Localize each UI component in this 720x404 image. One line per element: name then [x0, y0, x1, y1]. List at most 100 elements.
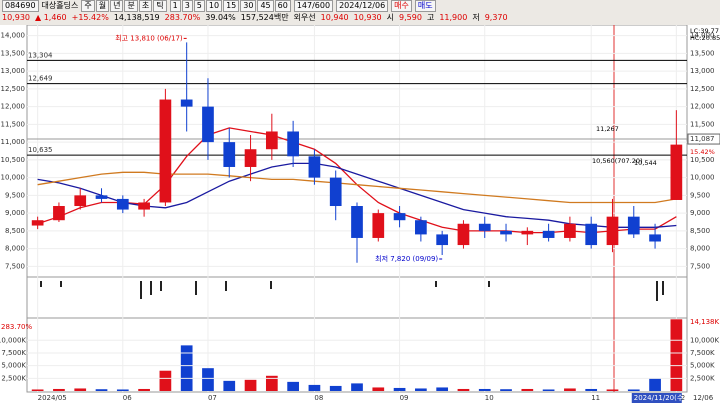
last-level-box	[687, 133, 720, 145]
sell-button[interactable]: 매도	[414, 0, 436, 12]
end-date: 12/06	[693, 394, 714, 402]
side-label: LC:39.77	[690, 27, 719, 35]
y-tick-label-right: 10,000	[690, 174, 715, 182]
level-label: 10,635	[28, 146, 53, 154]
y-tick-label-right: 13,500	[690, 49, 715, 57]
moving-average	[37, 171, 677, 204]
y-tick-label: 11,000	[1, 138, 26, 146]
toolbar-button[interactable]: 틱	[153, 0, 167, 12]
x-tick-label: 07	[208, 394, 217, 402]
y-tick-label: 12,500	[1, 85, 26, 93]
candle-body	[351, 206, 363, 238]
candle-body	[74, 195, 87, 207]
volume-bar	[31, 389, 44, 391]
level-label: 12,649	[28, 75, 53, 83]
y-tick-label-right: 9,500	[690, 191, 710, 199]
y-tick-label: 8,500	[5, 227, 25, 235]
low-label: 저	[472, 13, 480, 22]
volume-bar	[436, 387, 449, 391]
volume-bar	[478, 388, 491, 391]
y-tick-label: 10,500	[1, 156, 26, 164]
volume-tick-label: 5,000K	[1, 362, 26, 370]
volume-bar	[415, 388, 427, 391]
candle-body	[308, 156, 321, 178]
y-tick-label: 13,000	[1, 67, 26, 75]
toolbar-button[interactable]: 45	[257, 0, 274, 12]
annotation: 최저 7,820 (09/09)	[375, 254, 438, 263]
high: 11,900	[439, 13, 468, 22]
x-tick-label: 09	[400, 394, 409, 402]
volume-bar	[53, 388, 65, 391]
volume-bar	[521, 388, 534, 391]
change: ▲ 1,460	[35, 13, 67, 22]
y-tick-label: 9,500	[5, 191, 25, 199]
x-tick-label: 11	[591, 394, 600, 402]
toolbar-button[interactable]: 30	[240, 0, 257, 12]
candle-body	[116, 198, 129, 210]
toolbar-button[interactable]: 15	[223, 0, 240, 12]
volume-bar	[223, 380, 236, 391]
candle-body	[329, 177, 342, 207]
toolbar-button[interactable]: 분	[124, 0, 138, 12]
open: 9,590	[399, 13, 422, 22]
candle-body	[436, 234, 449, 246]
date-field[interactable]: 2024/12/06	[336, 0, 389, 12]
side-label: 10,544	[634, 159, 657, 167]
volume-bar	[138, 388, 150, 391]
y-tick-label: 13,500	[1, 49, 26, 57]
volume-bar	[74, 388, 87, 391]
last-level-label: 11,087	[690, 135, 715, 143]
y-tick-label-right: 13,000	[690, 67, 715, 75]
toolbar-button[interactable]: 10	[205, 0, 223, 12]
candle-body	[564, 223, 576, 238]
toolbar-button[interactable]: 3	[181, 0, 193, 12]
code-field[interactable]: 084690	[2, 0, 39, 12]
count-field[interactable]: 147/600	[293, 0, 334, 12]
volume-bar	[564, 388, 576, 391]
volume-bar	[95, 389, 108, 391]
x-tick-label: 06	[123, 394, 132, 402]
cursor-date-box	[631, 393, 682, 403]
volume-bar	[585, 388, 598, 391]
y-tick-label-right: 10,500	[690, 156, 715, 164]
price: 10,930	[2, 13, 30, 22]
candle-body	[500, 230, 512, 235]
side-label: 10,560(707.20)	[592, 157, 643, 165]
y-tick-label: 12,000	[1, 103, 26, 111]
buy-button[interactable]: 매수	[391, 0, 412, 12]
candle-body	[457, 223, 470, 246]
candle-body	[649, 234, 661, 242]
volume-bar	[542, 389, 555, 391]
candle-body	[585, 223, 598, 246]
signal-bars	[40, 281, 664, 301]
candle-body	[223, 142, 236, 167]
y-tick-label-right: 14,000	[690, 32, 715, 40]
turnover: 39.04%	[205, 13, 236, 22]
bid: 10,930	[353, 13, 382, 22]
toolbar-button[interactable]: 월	[95, 0, 110, 12]
minute-group: 1 3 5 10 15 30 45 60	[169, 0, 291, 12]
candle-body	[606, 216, 619, 246]
y-tick-label-right: 7,500	[690, 262, 710, 270]
low: 9,370	[484, 13, 508, 22]
candle-body	[521, 230, 534, 235]
toolbar-button[interactable]: 년	[110, 0, 124, 12]
volume-bar	[287, 381, 299, 391]
volume-bar	[606, 389, 619, 391]
toolbar-button[interactable]: 1	[169, 0, 181, 12]
y-tick-label: 11,500	[1, 120, 26, 128]
candle-body	[542, 230, 555, 238]
toolbar-button[interactable]: 5	[193, 0, 205, 12]
toolbar-button[interactable]: 60	[274, 0, 291, 12]
candle-body	[53, 206, 65, 221]
volume-tick-label: 10,000K	[0, 336, 26, 344]
volume-bar	[627, 389, 640, 391]
toolbar-button[interactable]: 초	[138, 0, 153, 12]
open-label: 시	[386, 13, 395, 22]
x-tick-label: 08	[314, 394, 323, 402]
volume-tick-label-right: 5,000K	[690, 362, 715, 370]
y-tick-label-right: 12,000	[690, 103, 715, 111]
toolbar-button[interactable]: 주	[81, 0, 95, 12]
